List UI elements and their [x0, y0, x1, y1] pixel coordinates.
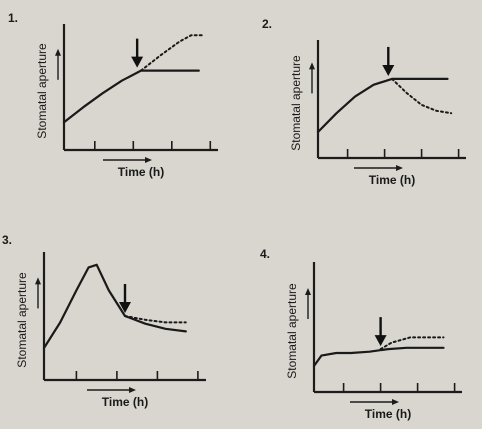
panel-2: 2. Stomatal aperture Time (h) [262, 17, 466, 187]
treatment-arrow-head [131, 56, 144, 68]
x-axis-label: Time (h) [365, 407, 411, 421]
x-axis-arrow-head [396, 165, 403, 171]
y-axis-arrow-head [309, 62, 315, 70]
panel-label: 3. [2, 233, 12, 247]
treatment-arrow-head [374, 335, 387, 347]
panel-1: 1. Stomatal aperture Time (h) [8, 11, 218, 179]
series-1-line [316, 77, 449, 134]
y-axis-label: Stomatal aperture [15, 272, 29, 368]
series-2-line [124, 315, 187, 324]
x-axis-label: Time (h) [369, 173, 415, 187]
x-axis-arrow-head [129, 387, 136, 393]
y-axis-arrow-head [305, 288, 311, 295]
y-axis-arrow-head [35, 277, 41, 285]
y-axis-arrow-head [55, 48, 61, 56]
x-axis-label: Time (h) [118, 165, 164, 179]
panel-3: 3. Stomatal aperture Time (h) [2, 233, 206, 409]
series-1-line [42, 263, 187, 350]
y-axis-label: Stomatal aperture [285, 283, 299, 379]
y-axis-label: Stomatal aperture [35, 43, 49, 139]
panel-label: 4. [260, 247, 270, 261]
treatment-arrow-head [382, 64, 395, 76]
x-axis-arrow-head [145, 157, 152, 163]
series-2-line [140, 34, 204, 72]
panel-label: 2. [262, 17, 272, 31]
x-axis-arrow-head [392, 399, 399, 405]
series-2-line [379, 336, 445, 351]
treatment-arrow-head [119, 302, 131, 313]
panel-label: 1. [8, 11, 18, 25]
series-1-line [62, 69, 200, 124]
x-axis-label: Time (h) [102, 395, 148, 409]
series-1-line [312, 346, 445, 368]
series-2-line [391, 77, 453, 115]
y-axis-label: Stomatal aperture [289, 55, 303, 151]
panel-4: 4. Stomatal aperture Time (h) [260, 247, 462, 421]
